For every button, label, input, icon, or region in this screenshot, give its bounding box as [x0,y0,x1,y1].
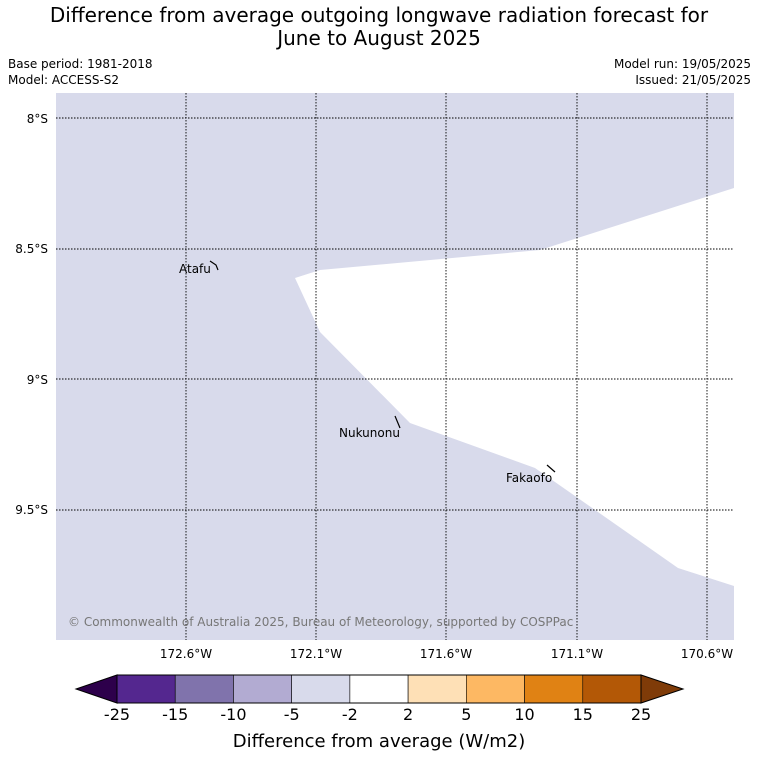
colorbar-segments [116,674,642,704]
meta-left: Base period: 1981-2018 Model: ACCESS-S2 [8,56,153,88]
anomaly-region-fill [56,93,734,640]
colorbar-tick-label: 25 [631,705,651,724]
lon-label-171-6w: 171.6°W [420,647,472,661]
meta-right: Model run: 19/05/2025 Issued: 21/05/2025 [614,56,751,88]
colorbar-segment [116,674,176,704]
place-label-fakaofo: Fakaofo [506,471,552,485]
colorbar-tick-label: 10 [514,705,534,724]
colorbar-tick-label: 5 [461,705,471,724]
atafu-island-marker [209,260,219,271]
lat-label-8s: 8°S [27,112,48,126]
issued-date: Issued: 21/05/2025 [635,73,751,87]
island-outlines [209,260,556,473]
colorbar-segment [349,674,409,704]
colorbar-tick-label: 2 [403,705,413,724]
colorbar-frame [116,674,642,704]
colorbar-tick-label: -2 [342,705,358,724]
gridlines [56,93,734,640]
colorbar-label: Difference from average (W/m2) [233,731,525,752]
colorbar-tick-label: -25 [104,705,130,724]
colorbar-ticks: -25 -15 -10 -5 -2 2 5 10 15 25 [104,705,651,724]
colorbar-segment [233,674,292,704]
model-name: Model: ACCESS-S2 [8,73,120,87]
lat-label-9-5s: 9.5°S [15,503,48,517]
place-label-atafu: Atafu [179,262,211,276]
map-panel: Atafu Nukunonu Fakaofo © Commonwealth of… [56,93,734,640]
lon-label-172-1w: 172.1°W [290,647,342,661]
copyright-notice: © Commonwealth of Australia 2025, Bureau… [68,615,573,629]
lat-label-8-5s: 8.5°S [15,242,48,256]
colorbar: -25 -15 -10 -5 -2 2 5 10 15 25 Difference from av… [74,674,685,752]
colorbar-segment [466,674,525,704]
colorbar-over-arrow [640,674,685,704]
lat-label-9s: 9°S [27,373,48,387]
title-line-1: Difference from average outgoing longwav… [49,3,709,27]
colorbar-tick-label: 15 [573,705,593,724]
colorbar-tick-label: -5 [284,705,300,724]
colorbar-tick-label: -15 [162,705,188,724]
lon-label-172-6w: 172.6°W [160,647,212,661]
lon-labels: 172.6°W 172.1°W 171.6°W 171.1°W 170.6°W [160,647,733,661]
colorbar-under-arrow [74,674,118,704]
colorbar-segment [582,674,642,704]
nukunonu-island-marker [394,415,401,429]
lat-labels: 8°S 8.5°S 9°S 9.5°S [15,112,48,517]
place-label-nukunonu: Nukunonu [339,426,400,440]
fakaofo-island-marker [546,464,556,473]
colorbar-segment [174,674,234,704]
title-line-2: June to August 2025 [277,26,481,50]
colorbar-segment [291,674,351,704]
map-title: Difference from average outgoing longwav… [0,4,758,50]
colorbar-tick-label: -10 [220,705,246,724]
lon-label-170-6w: 170.6°W [681,647,733,661]
colorbar-segment [407,674,467,704]
model-run: Model run: 19/05/2025 [613,57,751,71]
base-period: Base period: 1981-2018 [8,57,153,71]
lon-label-171-1w: 171.1°W [551,647,603,661]
colorbar-segment [524,674,584,704]
